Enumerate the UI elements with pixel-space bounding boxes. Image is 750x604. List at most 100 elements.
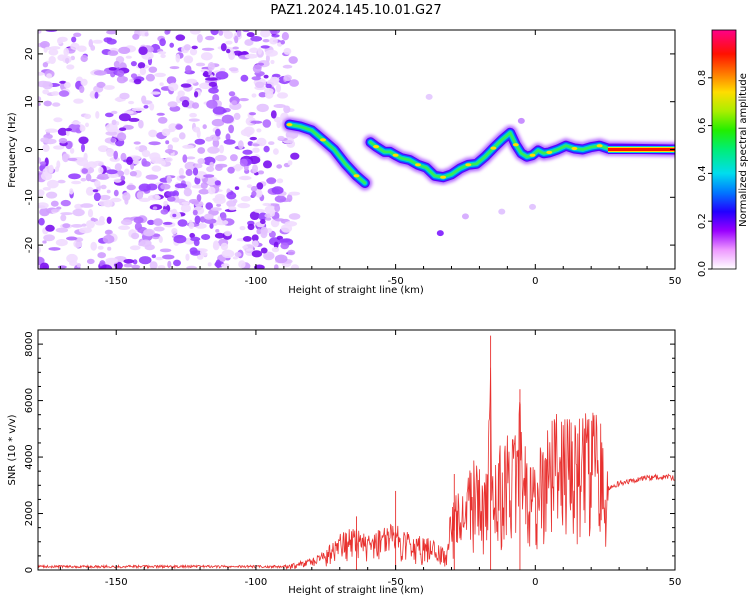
noise-blob xyxy=(57,265,67,269)
noise-blob xyxy=(113,60,120,68)
noise-blob xyxy=(159,248,172,253)
noise-blob xyxy=(92,160,104,166)
y-tick-label: 0 xyxy=(24,146,35,152)
noise-blob xyxy=(165,140,170,145)
noise-blob xyxy=(69,147,75,154)
noise-blob xyxy=(215,164,223,171)
noise-blob xyxy=(73,32,82,37)
noise-blob xyxy=(93,192,101,202)
noise-blob xyxy=(221,249,235,259)
noise-blob xyxy=(203,70,209,78)
noise-blob xyxy=(214,180,221,186)
noise-blob xyxy=(146,183,158,191)
noise-blob xyxy=(166,191,177,197)
noise-blob xyxy=(123,263,133,268)
noise-blob xyxy=(265,83,272,89)
noise-blob xyxy=(39,262,50,269)
noise-blob xyxy=(260,45,270,49)
noise-blob xyxy=(189,199,199,204)
noise-blob xyxy=(209,222,214,229)
noise-blob xyxy=(208,87,219,94)
noise-blob xyxy=(191,45,198,50)
ridge-layer xyxy=(288,123,367,185)
noise-blob xyxy=(270,59,275,65)
ridge-hotspot xyxy=(353,174,360,178)
noise-blob xyxy=(237,140,244,150)
noise-blob xyxy=(90,217,96,222)
noise-blob xyxy=(191,102,200,109)
noise-blob xyxy=(56,206,62,210)
noise-blob xyxy=(168,82,179,92)
noise-blob xyxy=(131,107,145,112)
noise-blob xyxy=(79,124,86,132)
noise-blob xyxy=(239,158,248,167)
noise-blob xyxy=(189,48,198,56)
noise-blob xyxy=(81,168,88,174)
noise-blob xyxy=(263,145,270,153)
x-tick-label: -50 xyxy=(387,276,403,287)
noise-blob xyxy=(85,122,89,128)
noise-blob xyxy=(147,194,161,201)
noise-blob xyxy=(181,99,190,108)
noise-blob xyxy=(103,85,115,90)
noise-blob xyxy=(272,73,281,78)
snr-ticks: -150 -100 -50 0 50 0 2000 4000 6000 8000 xyxy=(24,330,681,588)
noise-blob xyxy=(249,211,260,221)
noise-blob xyxy=(85,220,95,229)
noise-blob xyxy=(192,209,198,216)
noise-blob xyxy=(52,102,61,107)
noise-blob xyxy=(85,186,95,196)
noise-blob xyxy=(98,200,109,207)
noise-blob xyxy=(228,51,236,60)
noise-blob xyxy=(208,81,218,87)
noise-blob xyxy=(207,262,212,267)
noise-blob xyxy=(197,147,206,154)
noise-blob xyxy=(155,256,164,261)
noise-blob xyxy=(266,177,277,185)
noise-blob xyxy=(42,240,47,244)
noise-blob xyxy=(189,232,195,239)
colorbar-tick-label: 0.4 xyxy=(697,165,708,181)
noise-blob xyxy=(95,111,100,119)
noise-blob xyxy=(38,217,45,226)
noise-blob xyxy=(111,119,117,126)
noise-blob xyxy=(239,226,246,231)
noise-blob xyxy=(64,81,71,89)
noise-blob xyxy=(94,220,106,226)
noise-blob xyxy=(139,67,147,76)
noise-blob xyxy=(120,152,127,162)
noise-blob xyxy=(172,213,177,218)
noise-blob xyxy=(206,166,215,173)
ridge-hotspot xyxy=(373,145,380,149)
noise-blob xyxy=(262,119,272,128)
noise-blob xyxy=(242,149,253,155)
noise-blob xyxy=(90,45,96,51)
noise-blob xyxy=(167,260,172,269)
noise-blob xyxy=(149,261,158,269)
noise-blob xyxy=(234,252,242,257)
noise-blob xyxy=(186,265,197,269)
noise-blob xyxy=(227,166,235,174)
noise-blob xyxy=(131,264,141,269)
ridge-hotspot xyxy=(490,146,497,150)
noise-blob xyxy=(201,234,211,240)
noise-blob xyxy=(41,171,53,181)
noise-blob xyxy=(152,206,158,210)
noise-blob xyxy=(262,39,270,43)
noise-blob xyxy=(196,194,202,202)
noise-blob xyxy=(220,43,227,52)
noise-blob xyxy=(71,224,83,228)
noise-blob xyxy=(257,47,262,55)
noise-blob xyxy=(149,103,155,111)
noise-blob xyxy=(106,30,117,35)
noise-blob xyxy=(113,178,122,183)
noise-blob xyxy=(48,48,59,56)
noise-blob xyxy=(58,90,70,97)
noise-blob xyxy=(283,47,292,55)
noise-blob xyxy=(223,139,236,145)
noise-blob xyxy=(237,202,251,209)
noise-blob xyxy=(274,254,288,264)
x-tick-label: 0 xyxy=(532,276,538,287)
noise-blob xyxy=(73,239,83,248)
ridge-hotspot xyxy=(415,163,421,167)
